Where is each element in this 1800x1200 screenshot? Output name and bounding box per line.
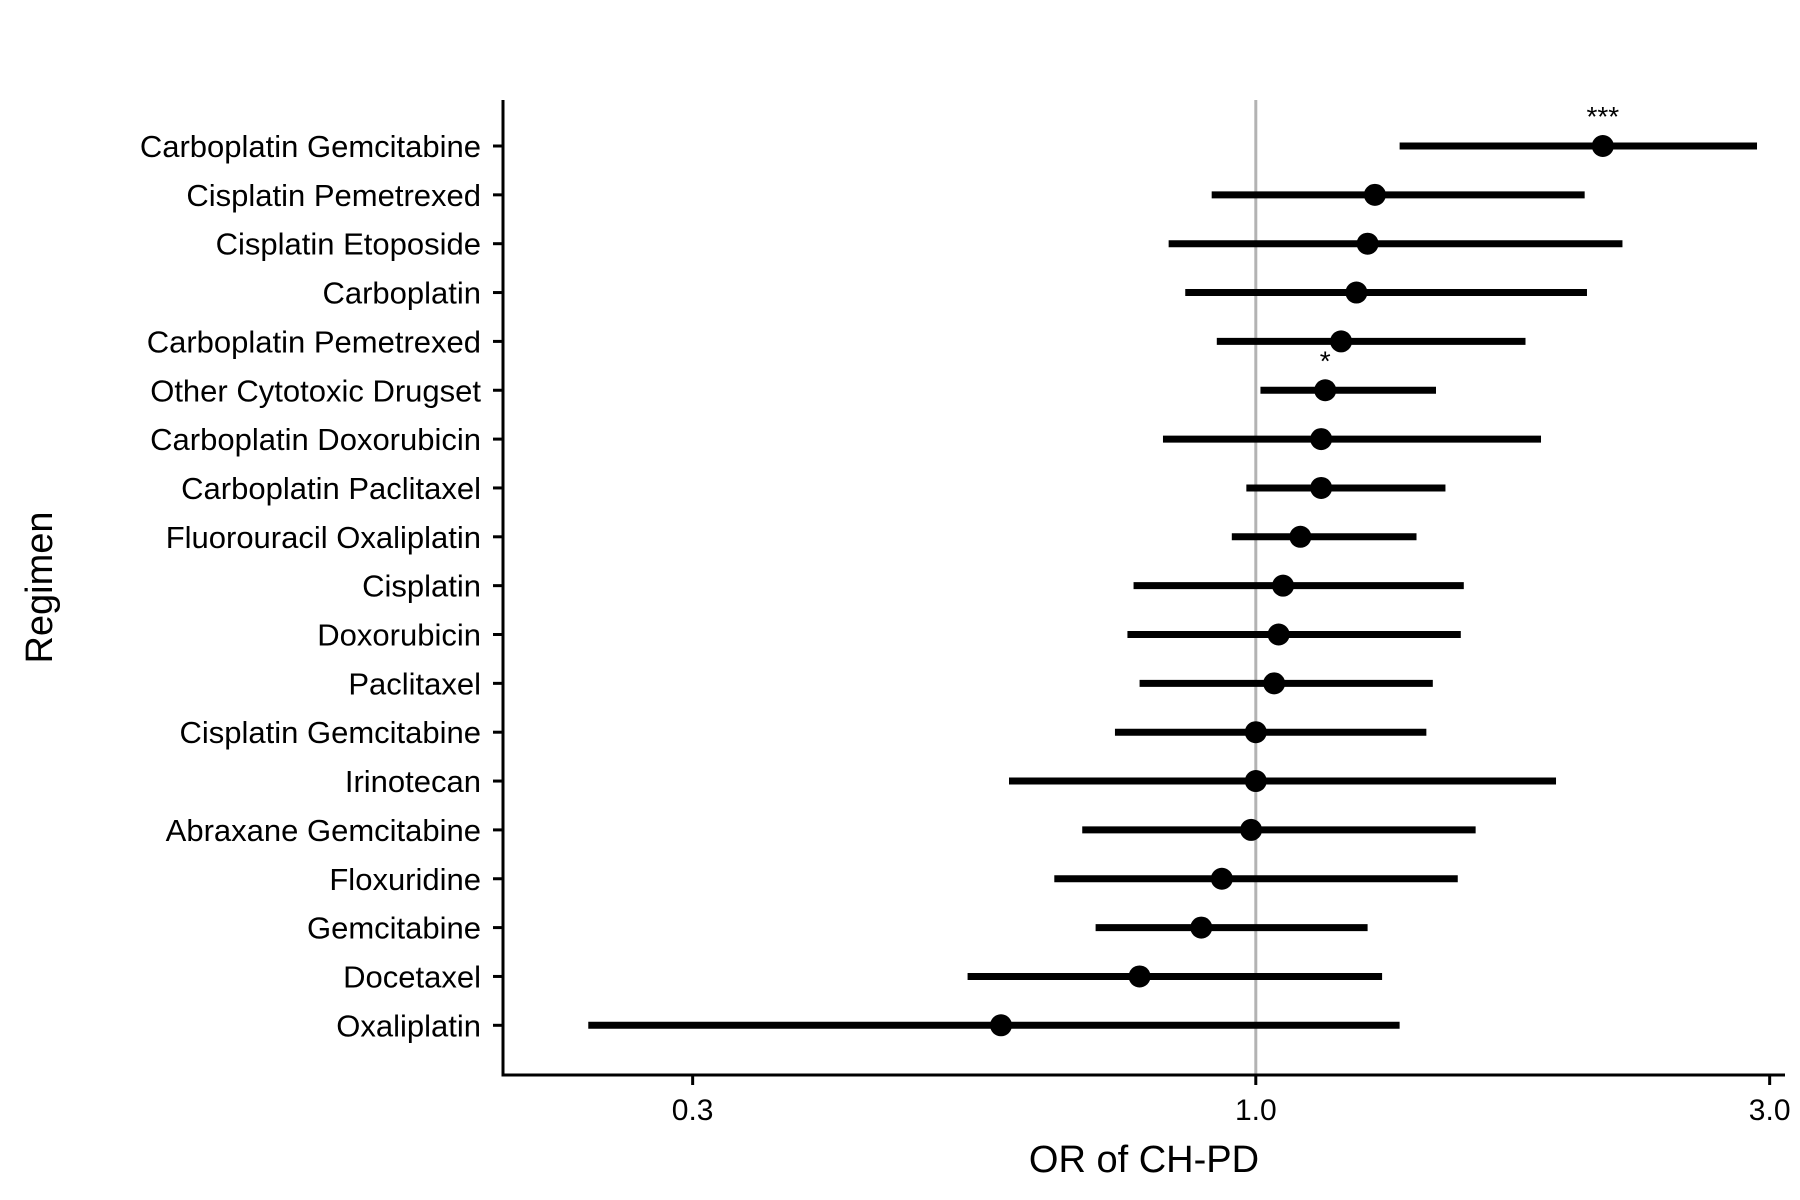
category-label: Carboplatin <box>322 276 481 311</box>
axes: 0.3 1.0 3.0 <box>493 100 1791 1127</box>
estimate-point <box>1289 525 1312 548</box>
estimate-point <box>1267 623 1290 646</box>
category-label: Carboplatin Doxorubicin <box>150 422 481 457</box>
estimate-point <box>1244 721 1267 744</box>
estimate-point <box>1310 476 1333 499</box>
estimate-point <box>1240 818 1263 841</box>
estimate-marks: **** <box>588 101 1758 1037</box>
estimate-point <box>1310 428 1333 451</box>
estimate-point <box>1330 330 1353 353</box>
category-labels: Carboplatin Gemcitabine Cisplatin Pemetre… <box>140 129 482 1043</box>
category-label: Irinotecan <box>345 764 481 799</box>
category-label: Other Cytotoxic Drugset <box>150 373 481 408</box>
category-label: Abraxane Gemcitabine <box>166 813 481 848</box>
estimate-point <box>1272 574 1295 597</box>
estimate-point <box>990 1014 1013 1037</box>
estimate-point <box>1128 965 1151 988</box>
category-label: Paclitaxel <box>348 666 481 701</box>
estimate-point <box>1356 232 1379 255</box>
category-label: Fluorouracil Oxaliplatin <box>166 520 481 555</box>
category-label: Carboplatin Pemetrexed <box>147 324 481 359</box>
significance-annotation: * <box>1320 345 1331 376</box>
category-label: Oxaliplatin <box>336 1008 481 1043</box>
estimate-point <box>1345 281 1368 304</box>
estimate-point <box>1363 183 1386 206</box>
category-label: Cisplatin Etoposide <box>216 227 481 262</box>
category-label: Carboplatin Paclitaxel <box>181 471 481 506</box>
x-tick-label: 3.0 <box>1749 1094 1791 1127</box>
category-label: Doxorubicin <box>317 618 481 653</box>
significance-annotation: *** <box>1586 101 1619 132</box>
estimate-point <box>1244 770 1267 793</box>
category-label: Cisplatin Gemcitabine <box>179 715 481 750</box>
x-axis-title: OR of CH-PD <box>1029 1139 1259 1181</box>
x-tick-label: 0.3 <box>672 1094 714 1127</box>
category-label: Cisplatin <box>362 569 481 604</box>
x-tick-label: 1.0 <box>1235 1094 1277 1127</box>
category-label: Carboplatin Gemcitabine <box>140 129 481 164</box>
y-axis-title: Regimen <box>19 511 61 663</box>
estimate-point <box>1314 379 1337 402</box>
estimate-point <box>1190 916 1213 939</box>
category-label: Docetaxel <box>343 959 481 994</box>
category-label: Gemcitabine <box>307 911 481 946</box>
estimate-point <box>1210 867 1233 890</box>
category-label: Floxuridine <box>329 862 481 897</box>
estimate-point <box>1263 672 1286 695</box>
estimate-point <box>1591 135 1614 157</box>
category-label: Cisplatin Pemetrexed <box>186 178 481 213</box>
